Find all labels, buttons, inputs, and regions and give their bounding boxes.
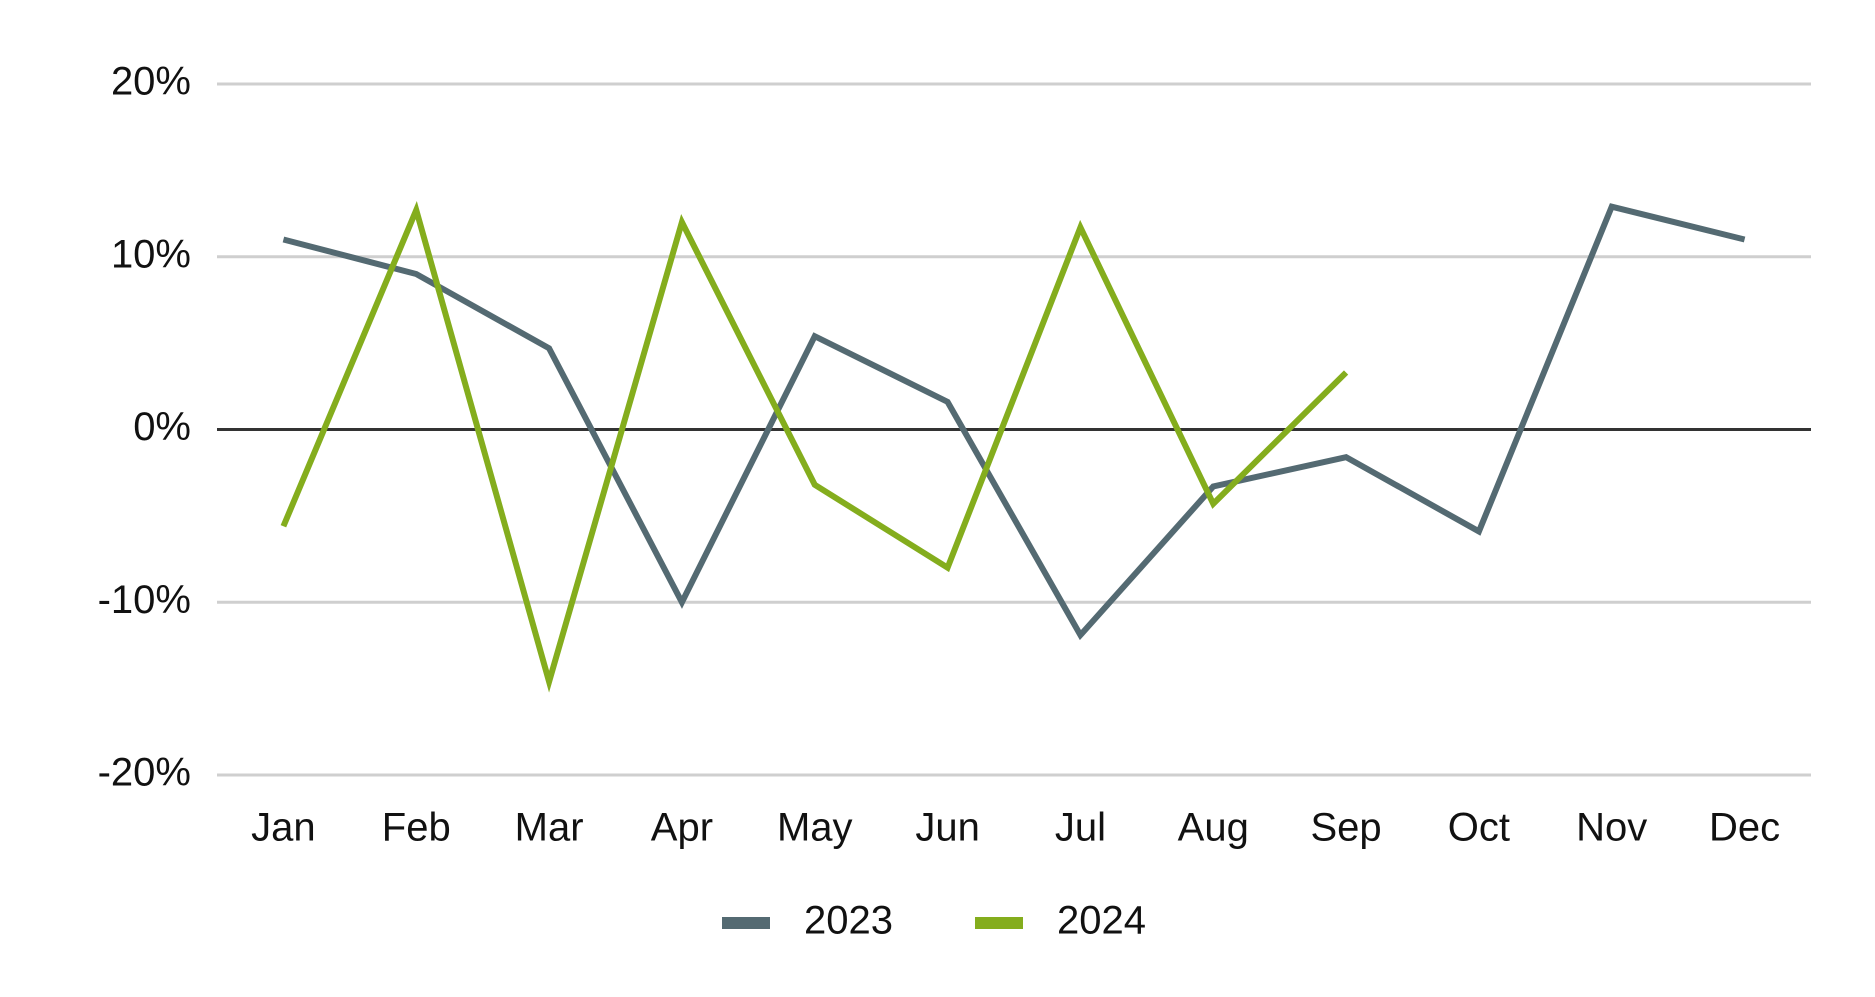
legend-swatch <box>975 917 1023 929</box>
x-tick-label: Sep <box>1310 806 1381 850</box>
y-tick-label: 10% <box>111 232 191 276</box>
x-tick-label: Aug <box>1178 806 1249 850</box>
y-tick-label: -10% <box>98 578 191 622</box>
y-tick-label: 0% <box>133 405 191 449</box>
x-tick-label: Jun <box>915 806 980 850</box>
x-tick-label: Feb <box>382 806 451 850</box>
legend-swatch <box>722 917 770 929</box>
x-tick-label: Dec <box>1709 806 1780 850</box>
legend-label: 2023 <box>804 899 893 943</box>
x-tick-label: Jan <box>251 806 316 850</box>
series-line <box>282 203 1746 641</box>
y-tick-label: -20% <box>98 751 191 795</box>
x-tick-label: May <box>777 806 853 850</box>
y-tick-label: 20% <box>111 60 191 104</box>
x-tick-label: Oct <box>1448 806 1510 850</box>
x-tick-label: Jul <box>1055 806 1106 850</box>
series-line <box>280 201 1349 693</box>
x-tick-label: Nov <box>1576 806 1647 850</box>
x-tick-label: Mar <box>515 806 584 850</box>
legend-label: 2024 <box>1057 899 1146 943</box>
x-tick-label: Apr <box>651 806 713 850</box>
